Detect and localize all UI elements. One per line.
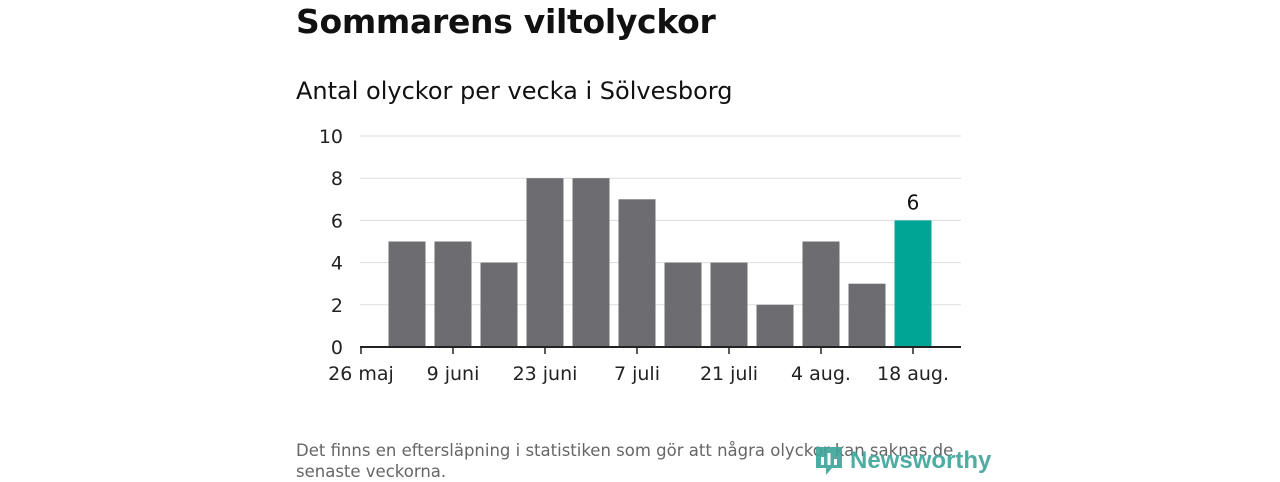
x-tick-label: 18 aug. [877,363,949,385]
chart-subtitle: Antal olyckor per vecka i Sölvesborg [296,77,733,105]
x-tick-label: 7 juli [614,363,660,385]
y-tick-label: 0 [331,337,343,359]
x-axis [360,346,961,354]
chart-title: Sommarens viltolyckor [296,2,716,41]
bar [388,241,426,347]
x-tick-label: 21 juli [700,363,758,385]
y-tick-label: 4 [331,253,343,275]
y-tick-label: 2 [331,295,343,317]
bar [664,262,702,347]
bar [526,178,564,347]
bar [618,199,656,347]
bar [756,304,794,347]
bar [480,262,518,347]
bars [388,178,932,347]
y-tick-label: 6 [331,210,343,232]
bar [434,241,472,347]
logo-text: Newsworthy [850,447,992,474]
y-tick-label: 8 [331,168,343,190]
x-tick-label: 26 maj [328,363,394,385]
labels: 0 2 4 6 8 10 6 26 maj 9 juni 23 juni 7 juli 21 juli… [319,126,949,385]
y-tick-label: 10 [319,126,343,148]
bar [802,241,840,347]
newsworthy-logo-icon [816,447,842,475]
data-label: 6 [907,190,920,214]
x-tick-label: 23 juni [513,363,578,385]
x-tick-label: 9 juni [427,363,480,385]
footnote: Det finns en eftersläpning i statistiken… [296,441,954,481]
bar [572,178,610,347]
x-tick-label: 4 aug. [791,363,851,385]
bar [848,283,886,347]
bar-chart: 0 2 4 6 8 10 6 26 maj 9 juni 23 juni 7 juli 21 juli… [319,126,961,385]
bar-highlight [894,220,932,347]
newsworthy-logo: Newsworthy [814,444,991,478]
bar [710,262,748,347]
